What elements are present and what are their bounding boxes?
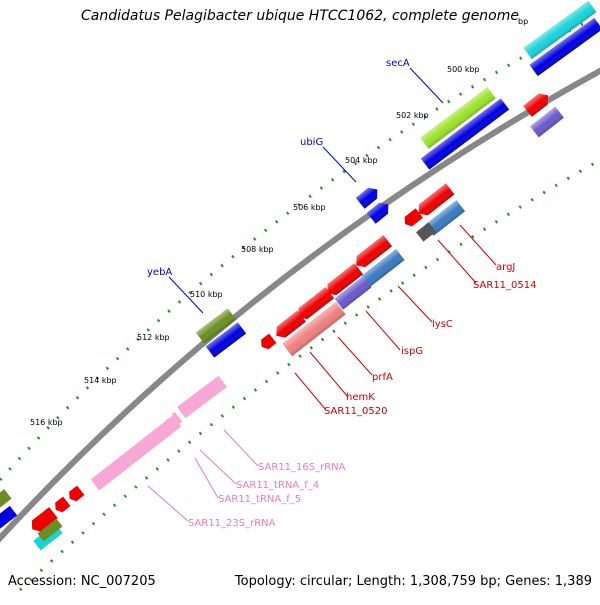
reverse-gene-label-3: ispG <box>401 346 423 357</box>
feature-argj[interactable] <box>414 183 455 219</box>
feature-right-red[interactable] <box>523 90 552 117</box>
feature-prfa[interactable] <box>282 301 346 357</box>
feature-yeba-2[interactable] <box>205 322 247 358</box>
feature-red-1[interactable] <box>352 235 393 271</box>
feature-left-blue[interactable] <box>0 505 18 531</box>
feature-right-purple[interactable] <box>530 106 564 138</box>
callouts-rna <box>147 429 259 522</box>
tick-label-2: 504 kbp <box>345 156 378 165</box>
feature-seca-2[interactable] <box>420 98 510 170</box>
tick-label-0: 500 kbp <box>447 65 480 74</box>
feature-16s-rrna[interactable] <box>177 375 227 419</box>
feature-sar11-0514[interactable] <box>424 200 466 236</box>
tick-label-1: 502 kbp <box>396 111 429 120</box>
feature-trna-f-5[interactable] <box>165 418 177 430</box>
scale-ring-outer <box>0 18 591 481</box>
genome-backbone <box>0 67 600 543</box>
accession-label: Accession: NC_007205 <box>8 574 156 589</box>
feature-lysc[interactable] <box>361 248 405 288</box>
feature-trna-f-4[interactable] <box>171 412 183 424</box>
forward-gene-label-0: secA <box>386 58 410 69</box>
feature-ispg[interactable] <box>334 276 372 310</box>
feature-seca-1[interactable] <box>420 87 496 149</box>
feature-left-red-3[interactable] <box>66 485 85 504</box>
reverse-gene-label-1: SAR11_0514 <box>473 280 537 291</box>
feature-grey-block[interactable] <box>416 222 436 242</box>
reverse-gene-label-5: hemK <box>346 392 375 403</box>
tick-label-7: 514 kbp <box>84 376 117 385</box>
reverse-gene-label-4: prfA <box>372 372 393 383</box>
feature-red-2[interactable] <box>323 263 364 299</box>
tick-label-5: 510 kbp <box>190 290 223 299</box>
feature-forward-top-1[interactable] <box>523 0 597 60</box>
feature-left-olive[interactable] <box>0 489 12 511</box>
rna-gene-label-0: SAR11_16S_rRNA <box>258 462 346 473</box>
forward-gene-label-1: ubiG <box>300 137 323 148</box>
feature-red-5[interactable] <box>258 333 277 352</box>
feature-left-red-2[interactable] <box>52 496 71 515</box>
feature-ubig-2[interactable] <box>366 199 393 224</box>
feature-left-olive-2[interactable] <box>37 518 63 542</box>
callouts-forward <box>168 67 444 314</box>
tick-label-4: 508 kbp <box>241 245 274 254</box>
forward-labels: secA ubiG yebA <box>147 58 410 278</box>
rna-gene-label-1: SAR11_tRNA_f_4 <box>236 480 319 491</box>
tick-label-8: 516 kbp <box>30 418 63 427</box>
topology-summary: Topology: circular; Length: 1,308,759 bp… <box>234 574 592 589</box>
feature-left-red-1[interactable] <box>28 507 58 535</box>
bp-suffix-label: bp <box>518 17 528 26</box>
feature-23s-rrna[interactable] <box>90 415 182 491</box>
tick-labels: 500 kbp 502 kbp 504 kbp 506 kbp 508 kbp 510 k… <box>30 65 480 427</box>
rna-labels: SAR11_16S_rRNA SAR11_tRNA_f_4 SAR11_tRNA_f… <box>188 462 346 529</box>
feature-yeba-1[interactable] <box>195 308 237 344</box>
reverse-gene-label-2: lysC <box>432 319 453 330</box>
tick-label-3: 506 kbp <box>293 203 326 212</box>
reverse-gene-label-6: SAR11_0520 <box>324 406 388 417</box>
callouts-reverse <box>294 224 497 411</box>
feature-ubig-1[interactable] <box>355 184 382 209</box>
map-title: Candidatus Pelagibacter ubique HTCC1062,… <box>80 8 519 24</box>
scale-ring-inner <box>18 158 600 592</box>
forward-gene-label-2: yebA <box>147 267 172 278</box>
rna-gene-label-3: SAR11_23S_rRNA <box>188 518 276 529</box>
reverse-labels: argJ SAR11_0514 lysC ispG prfA hemK SAR11_0520 <box>324 262 537 417</box>
feature-forward-top-2[interactable] <box>529 17 600 77</box>
feature-red-4[interactable] <box>272 310 306 342</box>
tick-label-6: 512 kbp <box>137 333 170 342</box>
reverse-gene-label-0: argJ <box>496 262 515 273</box>
rna-gene-label-2: SAR11_tRNA_f_5 <box>218 494 301 505</box>
feature-argj-small[interactable] <box>401 208 423 229</box>
feature-red-3[interactable] <box>294 287 335 323</box>
